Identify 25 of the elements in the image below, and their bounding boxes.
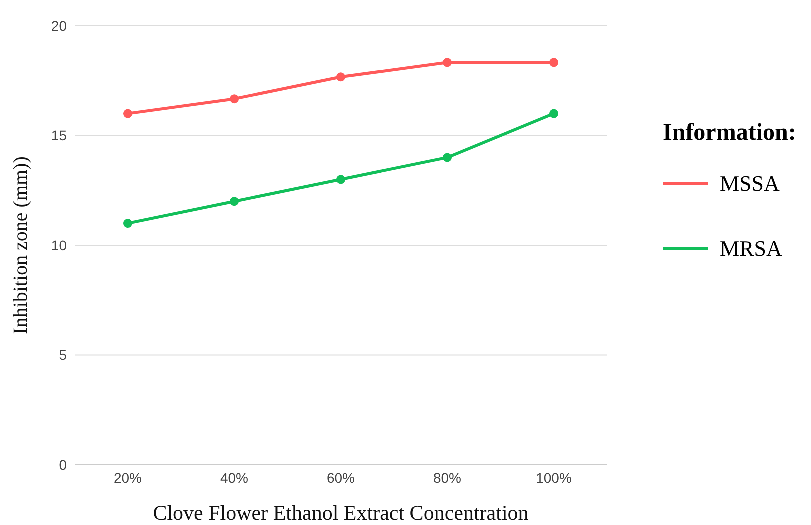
- point: [443, 58, 452, 68]
- point: [443, 153, 452, 162]
- y-tick-label: 10: [51, 237, 68, 254]
- point: [124, 219, 132, 228]
- point: [336, 175, 346, 184]
- y-tick-label: 20: [51, 18, 68, 34]
- x-tick-label: 100%: [536, 470, 572, 486]
- x-tick-label: 40%: [220, 470, 249, 486]
- point: [124, 109, 132, 118]
- point: [550, 58, 558, 68]
- x-tick-label: 60%: [326, 470, 356, 486]
- point: [550, 109, 558, 118]
- point: [336, 72, 346, 82]
- legend-label: MRSA: [720, 236, 782, 262]
- x-axis-title: Clove Flower Ethanol Extract Concentration: [153, 501, 530, 525]
- x-tick-label: 80%: [433, 470, 462, 486]
- point: [230, 94, 239, 104]
- point: [230, 197, 239, 206]
- legend-label: MSSA: [720, 171, 780, 197]
- y-tick-label: 15: [51, 128, 68, 144]
- y-tick-label: 5: [59, 347, 68, 364]
- legend-title: Information:: [663, 120, 796, 147]
- y-axis-title: Inhibition zone (mm)): [10, 156, 32, 334]
- x-tick-label: 20%: [114, 470, 142, 486]
- y-tick-label: 0: [59, 456, 68, 473]
